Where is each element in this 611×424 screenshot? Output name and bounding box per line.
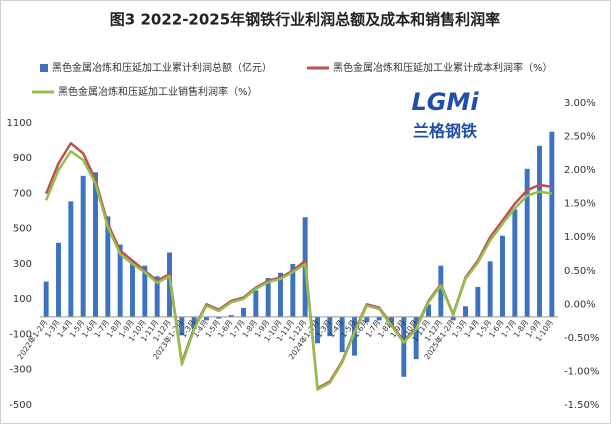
bar [463, 306, 468, 317]
y2-tick-label: 0.00% [564, 299, 596, 310]
bar [327, 316, 333, 337]
y2-tick-label: -1.00% [564, 366, 599, 377]
y2-tick-label: 1.00% [564, 232, 596, 243]
bar [241, 308, 246, 317]
bar [253, 290, 259, 317]
legend-label: 黑色金属冶炼和压延加工业累计成本利润率（%） [333, 61, 553, 74]
bar [487, 261, 493, 317]
bar [80, 175, 86, 317]
bar [142, 265, 148, 317]
y-tick-label: 1100 [7, 118, 32, 129]
bar [426, 304, 431, 317]
y-tick-label: -300 [9, 365, 32, 376]
y2-tick-label: 3.00% [564, 98, 596, 109]
watermark-logo: LGMi [411, 88, 479, 116]
bar [204, 316, 209, 321]
bar [154, 276, 160, 317]
bar [105, 216, 111, 317]
bar [228, 315, 234, 317]
y2-tick-label: -1.50% [564, 400, 599, 411]
bar [450, 316, 456, 321]
bar [339, 316, 345, 353]
y-tick-label: 900 [13, 153, 32, 164]
bar [549, 131, 555, 317]
bar [524, 168, 530, 317]
bar [413, 316, 419, 360]
y-tick-label: 100 [13, 294, 32, 305]
bar [389, 316, 394, 328]
bar [130, 262, 135, 317]
y2-tick-label: 2.50% [564, 132, 596, 143]
bar [216, 316, 222, 319]
bar [68, 201, 74, 317]
y-tick-label: -100 [9, 329, 32, 340]
bar [352, 316, 357, 356]
y2-tick-label: 1.50% [564, 199, 596, 210]
bar [537, 145, 542, 317]
bar [278, 272, 283, 317]
bar [179, 316, 185, 336]
bar [475, 286, 481, 317]
y2-tick-label: 0.50% [564, 266, 596, 277]
bar [93, 172, 98, 317]
y2-tick-label: -0.50% [564, 333, 599, 344]
bar [364, 316, 370, 323]
y-tick-label: 500 [13, 224, 32, 235]
y-tick-label: 700 [13, 188, 32, 199]
y-tick-label: -500 [9, 400, 32, 411]
bar [265, 278, 271, 317]
y2-tick-label: 2.00% [564, 165, 596, 176]
bar [376, 316, 382, 321]
legend-swatch [40, 64, 48, 72]
bar [401, 316, 407, 377]
legend-label: 黑色金属冶炼和压延加工业销售利润率（%） [58, 85, 258, 98]
bar [315, 316, 320, 344]
bar [56, 242, 61, 317]
bar [290, 263, 296, 317]
chart-title: 图3 2022-2025年钢铁行业利润总额及成本和销售利润率 [110, 11, 500, 29]
bar [500, 235, 505, 317]
y-tick-label: 300 [13, 259, 32, 270]
bar [191, 316, 197, 330]
bar [43, 281, 49, 317]
bar [512, 209, 518, 317]
bar [438, 265, 444, 317]
watermark-text: 兰格钢铁 [413, 122, 477, 141]
legend-label: 黑色金属冶炼和压延加工业累计利润总额（亿元） [52, 61, 272, 74]
line-series [45, 150, 553, 391]
bar [117, 244, 123, 317]
